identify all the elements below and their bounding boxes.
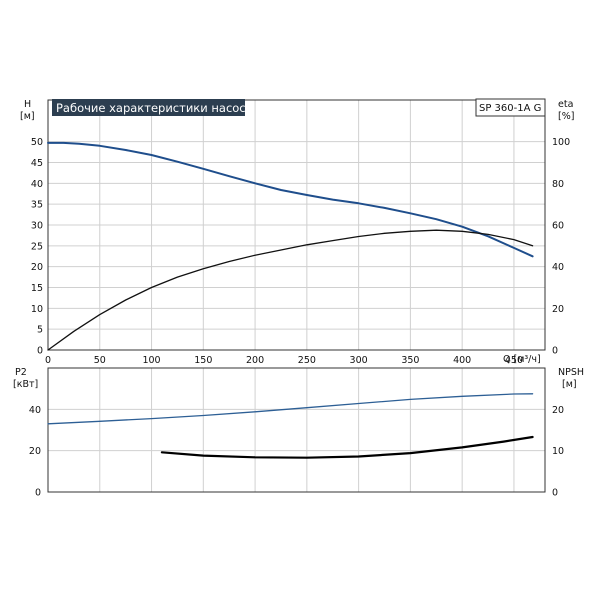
efficiency-curve (47, 229, 534, 351)
bottom-panel-grid (47, 368, 545, 493)
p2-tick-label: 20 (29, 446, 41, 457)
npsh-axis-label-unit: [м] (562, 379, 577, 390)
flow-tick-label: 200 (246, 355, 264, 366)
head-axis-label-symbol: H (24, 99, 31, 110)
flow-tick-label: 350 (401, 355, 419, 366)
flow-tick-label: 450 (505, 355, 523, 366)
head-tick-label: 50 (31, 137, 43, 148)
head-tick-label: 5 (37, 325, 43, 336)
eta-axis-label-unit: [%] (558, 111, 574, 122)
head-tick-label: 0 (37, 346, 43, 357)
eta-tick-label: 40 (552, 262, 564, 273)
head-tick-label: 15 (31, 283, 43, 294)
top-panel-series (47, 141, 534, 351)
head-tick-label: 40 (31, 179, 43, 190)
eta-tick-label: 0 (552, 346, 558, 357)
flow-tick-label: 100 (142, 355, 160, 366)
p2-tick-label: 40 (29, 405, 41, 416)
head-tick-label: 30 (31, 221, 43, 232)
npsh-tick-label: 20 (552, 405, 564, 416)
eta-tick-label: 80 (552, 179, 564, 190)
chart-title: Рабочие характеристики насоса (56, 101, 253, 115)
flow-tick-label: 400 (453, 355, 471, 366)
flow-tick-label: 0 (45, 355, 51, 366)
top-panel-grid (47, 100, 545, 351)
title-background (52, 99, 245, 116)
p2-axis-label-symbol: P2 (15, 367, 27, 378)
model-label: SP 360-1A G (479, 103, 541, 114)
npsh-axis-label-symbol: NPSH (558, 367, 584, 378)
eta-tick-label: 100 (552, 137, 570, 148)
p2-curve (47, 393, 534, 425)
head-curve (47, 141, 534, 258)
npsh-curve (160, 435, 534, 459)
head-tick-label: 25 (31, 241, 43, 252)
flow-tick-label: 50 (94, 355, 106, 366)
flow-tick-label: 300 (350, 355, 368, 366)
p2-axis-label-unit: [кВт] (13, 379, 38, 390)
eta-tick-label: 20 (552, 304, 564, 315)
bottom-panel-series (47, 393, 534, 459)
eta-tick-label: 60 (552, 221, 564, 232)
head-tick-label: 45 (31, 158, 43, 169)
top-panel-frame (47, 99, 546, 351)
flow-tick-label: 150 (194, 355, 212, 366)
head-tick-label: 35 (31, 200, 43, 211)
head-tick-label: 20 (31, 262, 43, 273)
model-box (475, 98, 546, 117)
npsh-tick-label: 10 (552, 446, 564, 457)
flow-tick-label: 250 (298, 355, 316, 366)
head-axis-label-unit: [м] (20, 111, 35, 122)
p2-tick-label: 0 (35, 488, 41, 499)
npsh-tick-label: 0 (552, 488, 558, 499)
bottom-panel-frame (47, 367, 546, 493)
head-tick-label: 10 (31, 304, 43, 315)
eta-axis-label-symbol: eta (558, 99, 573, 110)
flow-axis-label: Q [м³/ч] (503, 354, 541, 365)
